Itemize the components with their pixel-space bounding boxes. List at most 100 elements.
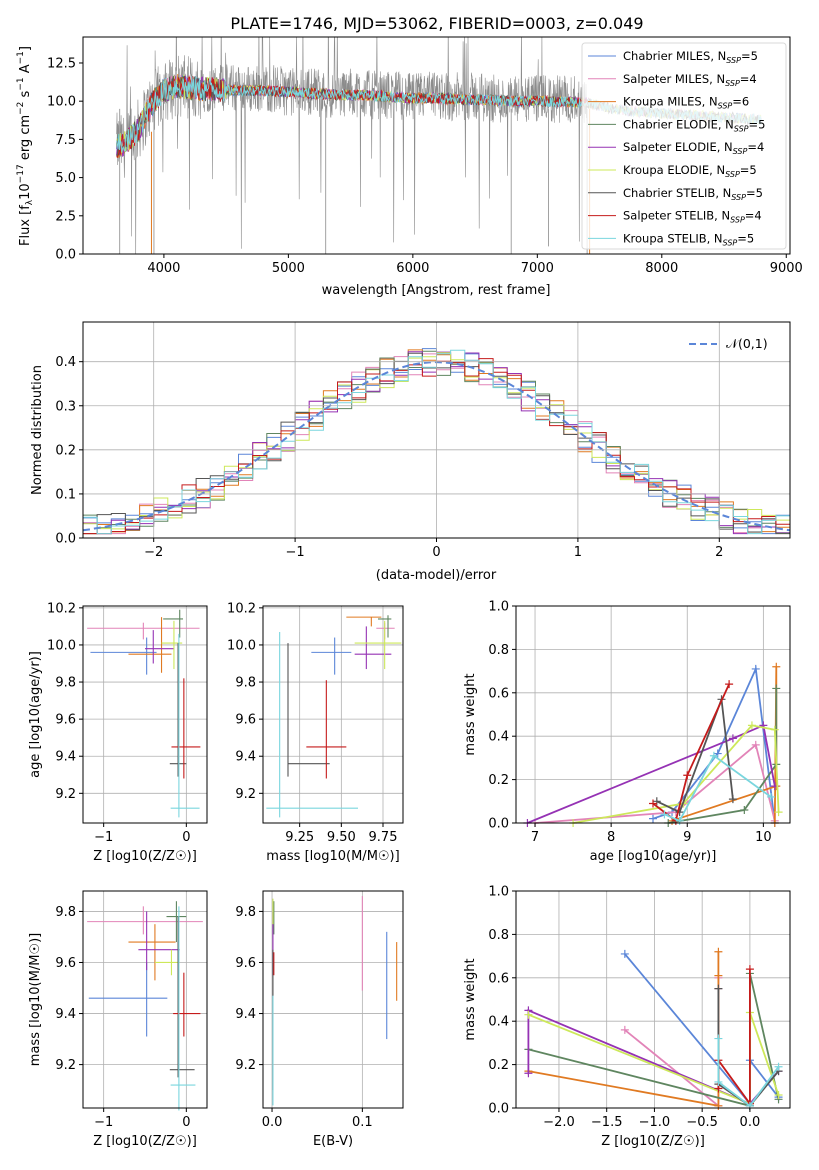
- y-tick-label: 0.4: [55, 355, 76, 370]
- y-tick-label: 9.6: [55, 713, 76, 728]
- y-tick-label: 0.8: [488, 928, 509, 943]
- x-tick-label: −2: [144, 545, 163, 560]
- weight_vs_age-frame: [515, 605, 791, 824]
- mass_vs_ebv-panel: 0.0 0.1 9.2 9.4 9.6 9.8 E(B-V): [235, 890, 404, 1149]
- y-tick-label: 9.2: [55, 787, 76, 802]
- errorbar-point: [166, 901, 187, 943]
- y-tick-label: 9.8: [235, 676, 256, 691]
- x-tick-label: 9.75: [369, 830, 398, 845]
- legend-label: Kroupa ELODIE, NSSP=5: [623, 163, 757, 179]
- y-tick-label: 0.2: [488, 1058, 509, 1073]
- x-tick-label: 4000: [147, 261, 180, 276]
- errorbar-point: [311, 637, 352, 675]
- weight-line: [528, 973, 780, 1107]
- weight-marker: [770, 725, 779, 734]
- y-tick-label: 0.2: [488, 773, 509, 788]
- weight-marker: [714, 1034, 723, 1043]
- y-tick-label: 9.8: [55, 905, 76, 920]
- y-tick-label: 10.0: [47, 95, 76, 110]
- y-tick-label: 0.3: [55, 399, 76, 414]
- y-tick-label: 2.5: [55, 209, 76, 224]
- mass_vs_ebv-frame: [262, 890, 404, 1109]
- y-tick-label: 0.4: [488, 1015, 509, 1030]
- errorbar-point: [170, 633, 200, 818]
- y-tick-label: 0.0: [55, 532, 76, 547]
- weight_vs_Z-frame: [515, 890, 791, 1109]
- residuals-axes: −2 −1 0 1 2 0.0 0.1 0.2 0.3 0.4 𝒩(0,1): [55, 321, 791, 560]
- weight-marker: [620, 1025, 629, 1034]
- x-tick-label: 2: [715, 545, 723, 560]
- weight-marker: [728, 734, 737, 743]
- y-tick-label: 9.6: [55, 956, 76, 971]
- x-tick-label: 6000: [396, 261, 429, 276]
- weight-marker: [714, 1077, 723, 1086]
- x-tick-label: 9.25: [285, 830, 314, 845]
- mass_vs_Z-xlabel: Z [log10(Z/Z☉)]: [93, 1134, 197, 1149]
- weight-marker: [745, 965, 754, 974]
- y-tick-label: 0.0: [55, 248, 76, 263]
- weight_vs_Z-panel: −2.0 −1.5 −1.0 −0.5 0.0 0.0 0.2 0.4 0.6 0.8 1.0 Z […: [463, 885, 791, 1149]
- legend-label: Salpeter ELODIE, NSSP=4: [623, 140, 764, 156]
- weight-line: [527, 1009, 780, 1105]
- weight-marker: [725, 680, 734, 689]
- y-tick-label: 7.5: [55, 133, 76, 148]
- y-tick-label: 9.2: [235, 787, 256, 802]
- spectrum-axes: 4000 5000 6000 7000 8000 9000 0.0 2.5 5.0 7.5 10.0…: [47, 36, 803, 276]
- weight-marker: [660, 810, 669, 819]
- x-tick-label: 0: [182, 1115, 190, 1130]
- errorbar-point: [173, 972, 201, 1037]
- x-tick-label: 9000: [770, 261, 803, 276]
- weight-marker: [774, 808, 783, 817]
- weight-marker: [740, 805, 749, 814]
- weight-marker: [714, 984, 723, 993]
- y-tick-label: 9.4: [235, 1007, 256, 1022]
- y-tick-label: 9.6: [235, 956, 256, 971]
- spectrum-panel: 4000 5000 6000 7000 8000 9000 0.0 2.5 5.0 7.5 10.0…: [16, 36, 803, 298]
- errorbar-point: [88, 962, 168, 1037]
- x-tick-label: 8: [607, 830, 615, 845]
- spectrum-legend: Chabrier MILES, NSSP=5 Salpeter MILES, NS…: [581, 42, 787, 250]
- y-tick-label: 5.0: [55, 171, 76, 186]
- x-tick-label: 7: [531, 830, 539, 845]
- weight-marker: [751, 664, 760, 673]
- x-tick-label: −1.0: [639, 1115, 671, 1130]
- weight-marker: [709, 751, 718, 760]
- y-tick-label: 0.1: [55, 487, 76, 502]
- y-tick-label: 9.2: [235, 1058, 256, 1073]
- errorbar-point: [354, 620, 402, 670]
- weight-marker: [649, 799, 657, 808]
- legend-label: 𝒩(0,1): [726, 336, 768, 351]
- weight-marker: [747, 721, 756, 730]
- age_vs_mass-xlabel: mass [log10(M/M☉)]: [266, 849, 399, 864]
- spectrum-ylabel: Flux [fλ10−17 erg cm−2 s−1 A−1]: [16, 46, 35, 246]
- legend-label: Chabrier MILES, NSSP=5: [623, 49, 758, 65]
- errorbar-point: [128, 617, 172, 673]
- x-tick-label: 8000: [645, 261, 678, 276]
- y-tick-label: 9.4: [235, 750, 256, 765]
- x-tick-label: −1: [94, 830, 113, 845]
- weight-marker: [751, 740, 760, 749]
- age_vs_Z-panel: −1 0 9.2 9.4 9.6 9.8 10.0 10.2 Z [log10(Z/Z☉)] ag…: [28, 601, 208, 864]
- weight_vs_Z-ylabel: mass weight: [463, 958, 478, 1040]
- weight_vs_age-ylabel: mass weight: [463, 673, 478, 755]
- y-tick-label: 9.4: [55, 750, 76, 765]
- age_vs_Z-ylabel: age [log10(age/yr)]: [28, 651, 43, 778]
- x-tick-label: 0: [432, 545, 440, 560]
- small-panels: −1 0 9.2 9.4 9.6 9.8 10.0 10.2 Z [log10(Z/Z☉)] ag…: [28, 600, 791, 1149]
- weight-marker: [714, 971, 723, 980]
- y-tick-label: 1.0: [488, 600, 509, 615]
- figure-title: PLATE=1746, MJD=53062, FIBERID=0003, z=0…: [230, 14, 643, 33]
- legend-label: Chabrier STELIB, NSSP=5: [623, 186, 763, 202]
- errorbar-point: [266, 631, 358, 818]
- errorbar-point: [90, 637, 157, 675]
- weight-marker: [675, 808, 684, 817]
- x-tick-label: 9: [683, 830, 691, 845]
- errorbar-point: [138, 911, 180, 971]
- errorbar-point: [346, 616, 382, 627]
- x-tick-label: 0.0: [740, 1115, 761, 1130]
- weight-marker: [728, 795, 737, 804]
- y-tick-label: 9.8: [235, 905, 256, 920]
- x-tick-label: 0: [182, 830, 190, 845]
- errorbar-point: [306, 680, 347, 779]
